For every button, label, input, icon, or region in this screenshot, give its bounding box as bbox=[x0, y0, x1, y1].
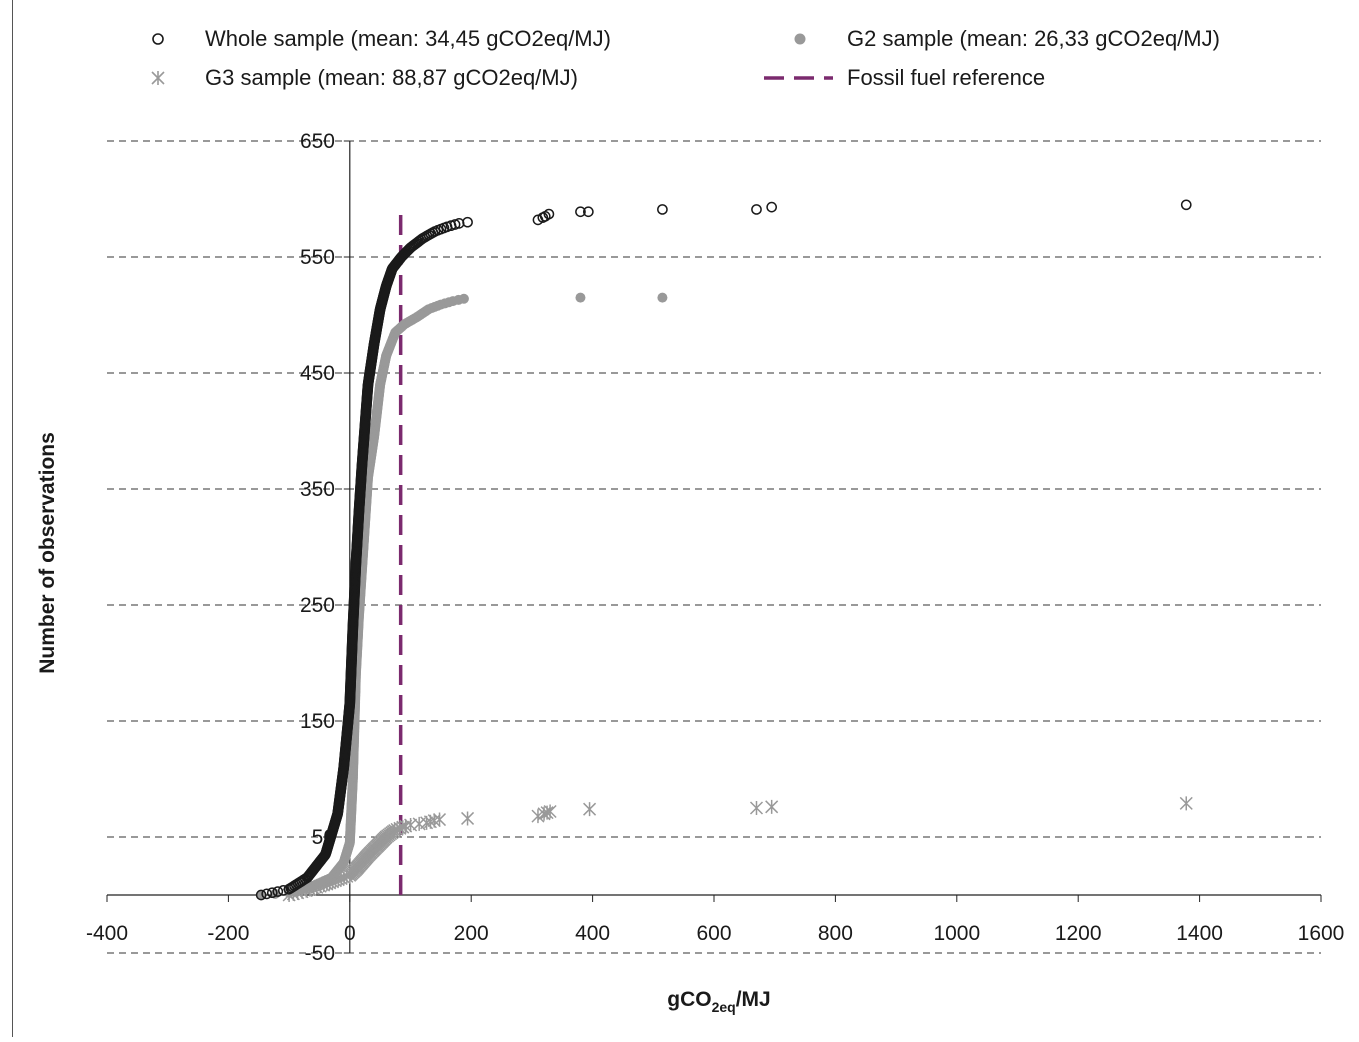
legend-label-g2-sample: G2 sample (mean: 26,33 gCO2eq/MJ) bbox=[847, 26, 1220, 51]
point-asterisk-78 bbox=[1179, 796, 1193, 811]
point-filled-circle-515 bbox=[657, 292, 668, 303]
point-open-circle-584 bbox=[462, 216, 473, 228]
x-tick-label-1400: 1400 bbox=[1176, 922, 1223, 945]
x-tick-label-800: 800 bbox=[818, 922, 853, 945]
x-axis-title: gCO2eq/MJ bbox=[667, 988, 770, 1015]
y-tick-label-450: 450 bbox=[300, 362, 335, 385]
point-open-circle-4 bbox=[278, 885, 289, 896]
x-tick-label-1000: 1000 bbox=[933, 922, 980, 945]
x-axis-title-main: gCO bbox=[667, 988, 711, 1011]
y-tick-label-650: 650 bbox=[300, 130, 335, 153]
legend-marker-whole-sample bbox=[152, 33, 164, 45]
y-tick-label-150: 150 bbox=[300, 710, 335, 733]
y-tick-label-350: 350 bbox=[300, 478, 335, 501]
point-open-circle-591 bbox=[657, 204, 668, 215]
y-tick-label-50: -50 bbox=[305, 942, 335, 965]
point-open-circle-589 bbox=[575, 206, 586, 218]
x-axis-title-suffix: /MJ bbox=[736, 988, 771, 1011]
point-open-circle-594 bbox=[1180, 199, 1192, 211]
point-open-circle-593 bbox=[766, 201, 778, 213]
point-asterisk-77 bbox=[765, 799, 779, 814]
x-tick-label-200: 200 bbox=[454, 922, 489, 945]
x-tick-labels: -400 -200 0 200 400 600 800 1000 1200 1400 1600 bbox=[86, 922, 1344, 945]
point-open-circle-592 bbox=[751, 204, 762, 215]
point-asterisk-69 bbox=[432, 812, 447, 827]
point-open-circle-0 bbox=[255, 889, 267, 901]
point-asterisk-76 bbox=[749, 801, 764, 815]
legend-marker-g2-sample bbox=[794, 33, 806, 45]
x-tick-label-200: -200 bbox=[207, 922, 249, 945]
point-open-circle-1 bbox=[261, 888, 273, 900]
legend-label-fossil-reference: Fossil fuel reference bbox=[847, 65, 1045, 90]
legend-label-g3-sample: G3 sample (mean: 88,87 gCO2eq/MJ) bbox=[205, 65, 578, 90]
legend-marker-g3-sample bbox=[151, 71, 165, 85]
point-asterisk-74 bbox=[543, 804, 557, 819]
y-tick-label-250: 250 bbox=[300, 594, 335, 617]
legend-label-whole-sample: Whole sample (mean: 34,45 gCO2eq/MJ) bbox=[205, 26, 611, 51]
point-asterisk-75 bbox=[583, 802, 597, 817]
gridlines bbox=[107, 140, 1321, 954]
x-axis-title-subscript: 2eq bbox=[712, 999, 736, 1015]
x-tick-label-1200: 1200 bbox=[1055, 922, 1102, 945]
point-open-circle-588 bbox=[543, 208, 555, 220]
series-whole-sample bbox=[255, 199, 1192, 901]
x-tick-label-1600: 1600 bbox=[1298, 922, 1345, 945]
point-asterisk-70 bbox=[461, 811, 475, 826]
x-tick-label-400: -400 bbox=[86, 922, 128, 945]
point-open-circle-2 bbox=[266, 887, 278, 899]
point-open-circle-590 bbox=[583, 206, 594, 218]
point-filled-circle-514 bbox=[575, 292, 586, 303]
x-tick-label-600: 600 bbox=[696, 922, 731, 945]
y-tick-label-550: 550 bbox=[300, 246, 335, 269]
y-axis-title: Number of observations bbox=[36, 432, 59, 674]
point-open-circle-3 bbox=[272, 886, 284, 897]
x-tick-label-400: 400 bbox=[575, 922, 610, 945]
point-filled-circle-513 bbox=[458, 293, 469, 304]
legend: Whole sample (mean: 34,45 gCO2eq/MJ) G2 … bbox=[151, 26, 1220, 90]
x-tick-label-0: 0 bbox=[344, 922, 356, 945]
